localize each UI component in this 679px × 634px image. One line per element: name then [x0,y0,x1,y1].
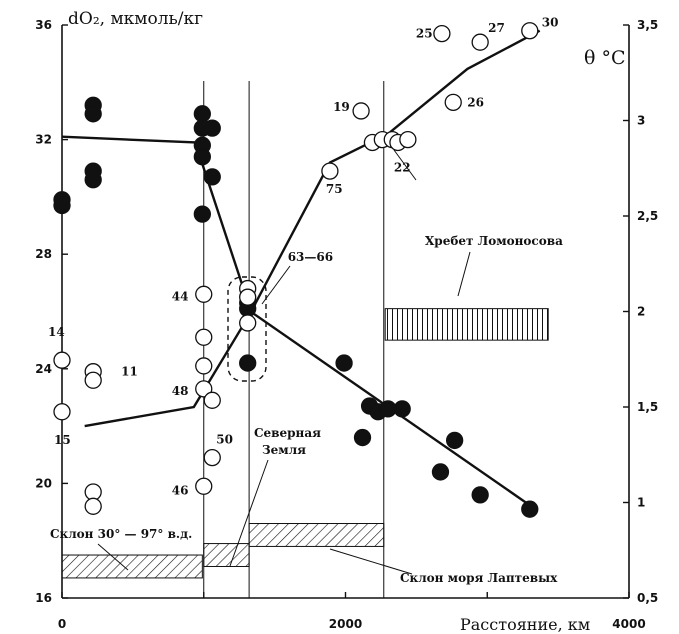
open-point [195,328,213,346]
annotation-leader [329,548,413,575]
y-right-tick-label: 3,5 [637,18,658,32]
point-label: 30 [542,16,559,30]
open-point [84,371,102,389]
point-label: 15 [54,433,71,447]
point-label: 14 [48,325,65,339]
open-point [195,380,213,398]
point-label: 50 [216,433,233,447]
open-point [321,162,339,180]
point-label: 75 [326,182,343,196]
y-left-tick-label: 16 [35,591,52,605]
open-point [203,391,221,409]
point-label: 22 [394,161,411,175]
x-axis-title: Расстояние, км [460,615,590,634]
open-point [53,403,71,421]
open-point [471,33,489,51]
filled-point [521,500,539,518]
filled-point [193,205,211,223]
annotation-label-severnaya: Северная [254,426,321,440]
open-point [433,24,451,43]
highlight-group-63-66 [227,276,267,382]
y-right-tick-label: 2,5 [637,209,658,223]
filled-point [353,428,372,447]
y-left-tick-label: 36 [35,18,52,32]
open-point [53,351,71,369]
y-right-title: θ °C [584,47,626,69]
open-point [444,93,462,112]
annotation-leader [97,543,129,571]
filled-point [84,105,102,123]
filled-point [335,354,353,372]
filled-point [239,354,257,372]
annotation-label-zemlya: Земля [262,443,306,457]
point-label: 27 [488,21,505,35]
filled-point [393,400,411,418]
y-left-tick-label: 24 [35,362,52,376]
annotation-label-laptev: Склон моря Лаптевых [400,571,558,585]
filled-point [84,171,102,189]
open-point [203,448,221,467]
open-point [84,483,102,501]
annotation-label-slope: Склон 30° — 97° в.д. [50,527,192,541]
annotation-leader [457,251,471,297]
annotation-leader [229,459,269,567]
annotation-box [248,523,385,547]
point-label: 26 [467,95,484,109]
x-tick-label: 0 [58,617,66,631]
open-point [195,357,213,375]
y-left-title: dO₂, мкмоль/кг [68,9,203,29]
y-right-tick-label: 1,5 [637,400,658,414]
point-label: 44 [172,289,189,303]
filled-point [193,105,211,123]
y-right-tick-label: 2 [637,305,645,319]
open-point [399,130,417,149]
open-point [352,102,370,120]
filled-point [53,196,71,215]
open-point [195,285,213,303]
open-point [239,288,257,306]
point-label: 25 [416,27,433,41]
y-left-tick-label: 20 [35,476,52,490]
annotation-box [384,308,549,341]
y-right-tick-label: 3 [637,114,645,128]
y-left-tick-label: 28 [35,247,52,261]
annotation-box [203,543,250,567]
x-tick-label: 4000 [612,617,645,631]
filled-point [203,119,221,137]
open-point [521,22,539,40]
y-left-tick-label: 32 [35,133,52,147]
open-point [239,314,257,332]
filled-point [193,148,211,166]
x-tick-label: 2000 [329,617,362,631]
y-right-tick-label: 0,5 [637,591,658,605]
series-line [84,29,541,428]
point-label: 46 [172,483,189,497]
point-label: 63—66 [288,250,333,264]
point-label: 48 [172,384,189,398]
open-point [84,497,102,515]
point-label: 19 [333,100,350,114]
filled-point [445,431,464,450]
open-point [195,477,213,495]
filled-point [471,486,489,504]
filled-point [431,463,450,481]
label-leader [393,149,417,181]
annotation-label-lomonosov: Хребет Ломоносова [425,234,563,248]
y-right-tick-label: 1 [637,496,645,510]
annotation-box [61,554,203,579]
filled-point [203,168,221,186]
point-label: 11 [121,365,138,379]
